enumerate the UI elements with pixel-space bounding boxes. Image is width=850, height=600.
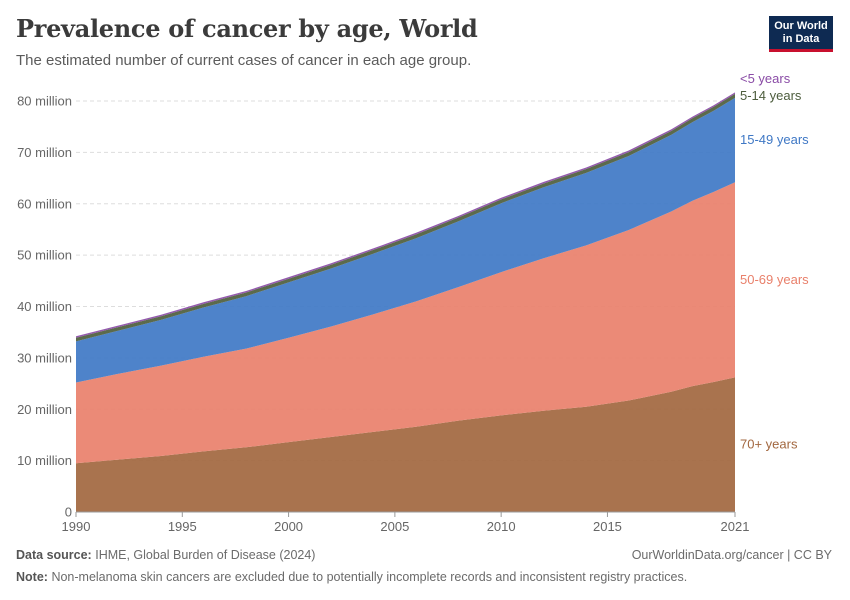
data-source: Data source: IHME, Global Burden of Dise… xyxy=(16,548,315,562)
x-tick-label: 2010 xyxy=(487,519,516,534)
source-url[interactable]: OurWorldinData.org/cancer | CC BY xyxy=(631,548,832,562)
x-axis: 1990 1995 2000 2005 2010 2015 2021 xyxy=(62,511,750,534)
x-tick-label: 2000 xyxy=(274,519,303,534)
chart-subtitle: The estimated number of current cases of… xyxy=(16,52,472,69)
area-50-69-years xyxy=(76,182,735,464)
area-70-years xyxy=(76,377,735,512)
y-tick-label: 70 million xyxy=(17,145,72,160)
x-tick-label: 2005 xyxy=(380,519,409,534)
series-labels: 70+ years 50-69 years 15-49 years 5-14 year… xyxy=(740,71,809,452)
source-text[interactable]: IHME, Global Burden of Disease (2024) xyxy=(95,548,316,562)
note-label: Note: xyxy=(16,570,48,584)
source-label: Data source: xyxy=(16,548,92,562)
series-label: 50-69 years xyxy=(740,272,809,287)
x-tick-label: 1990 xyxy=(62,519,91,534)
owid-logo[interactable]: Our World in Data xyxy=(769,16,833,52)
y-tick-label: 0 xyxy=(65,505,72,520)
x-tick-label: 1995 xyxy=(168,519,197,534)
y-tick-label: 40 million xyxy=(17,299,72,314)
area-15-49-years xyxy=(76,97,735,383)
y-axis-tick-labels: 0 10 million 20 million 30 million 40 millio… xyxy=(17,94,72,520)
chart-title: Prevalence of cancer by age, World xyxy=(16,14,478,43)
series-label: <5 years xyxy=(740,71,791,86)
y-tick-label: 10 million xyxy=(17,453,72,468)
area-series xyxy=(76,92,735,512)
series-label: 70+ years xyxy=(740,437,798,452)
y-tick-label: 30 million xyxy=(17,350,72,365)
x-tick-label: 2015 xyxy=(593,519,622,534)
y-tick-label: 20 million xyxy=(17,402,72,417)
y-tick-label: 80 million xyxy=(17,94,72,109)
logo-line-1: Our World xyxy=(774,20,828,32)
y-tick-label: 50 million xyxy=(17,248,72,263)
series-label: 15-49 years xyxy=(740,132,809,147)
logo-line-2: in Data xyxy=(782,33,820,45)
note-text: Non-melanoma skin cancers are excluded d… xyxy=(51,570,688,584)
y-tick-label: 60 million xyxy=(17,196,72,211)
footnote: Note: Non-melanoma skin cancers are excl… xyxy=(16,570,687,584)
series-label: 5-14 years xyxy=(740,88,802,103)
x-tick-label: 2021 xyxy=(721,519,750,534)
